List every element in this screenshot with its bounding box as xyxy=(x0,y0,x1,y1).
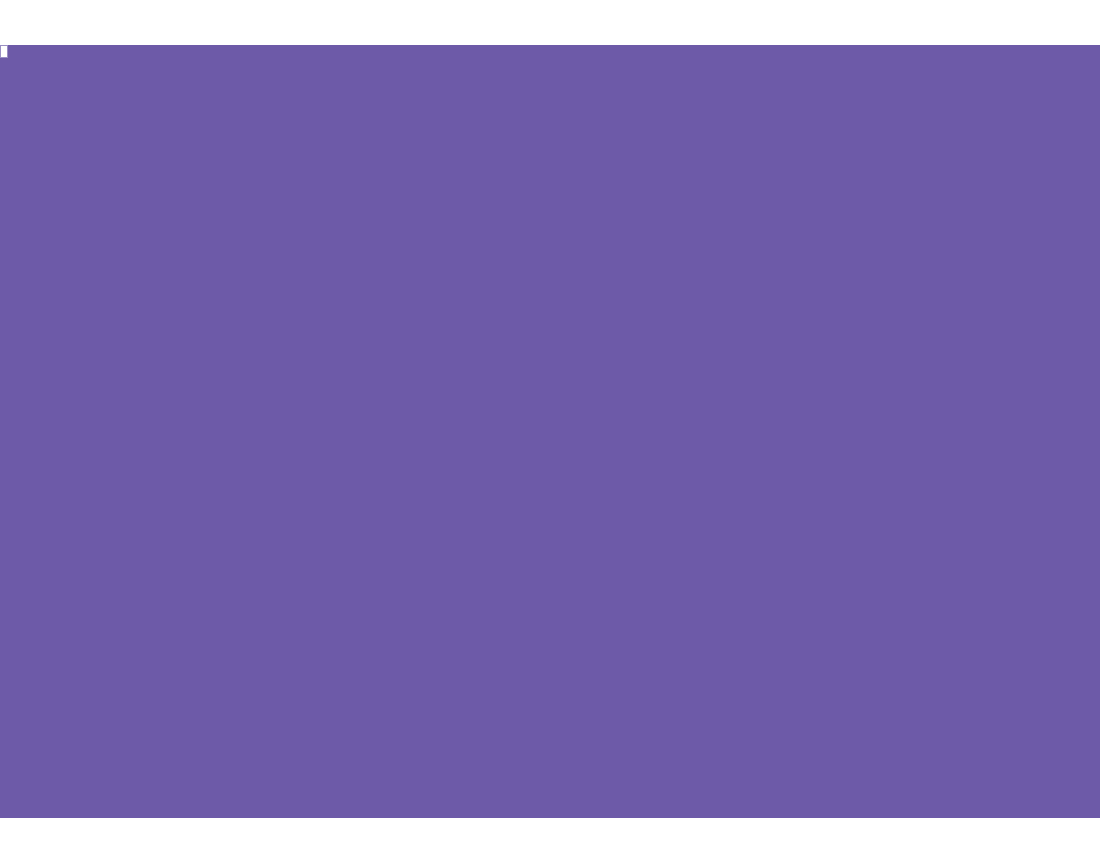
map-raster xyxy=(0,45,1100,818)
colorbar-tick-labels xyxy=(0,818,1100,834)
colorbar-gradient xyxy=(9,835,1091,848)
colorbar-area xyxy=(0,818,1100,850)
map-header xyxy=(0,0,1100,45)
temperature-map[interactable] xyxy=(0,45,1100,818)
ecmwf-copyright-notice xyxy=(0,45,8,58)
